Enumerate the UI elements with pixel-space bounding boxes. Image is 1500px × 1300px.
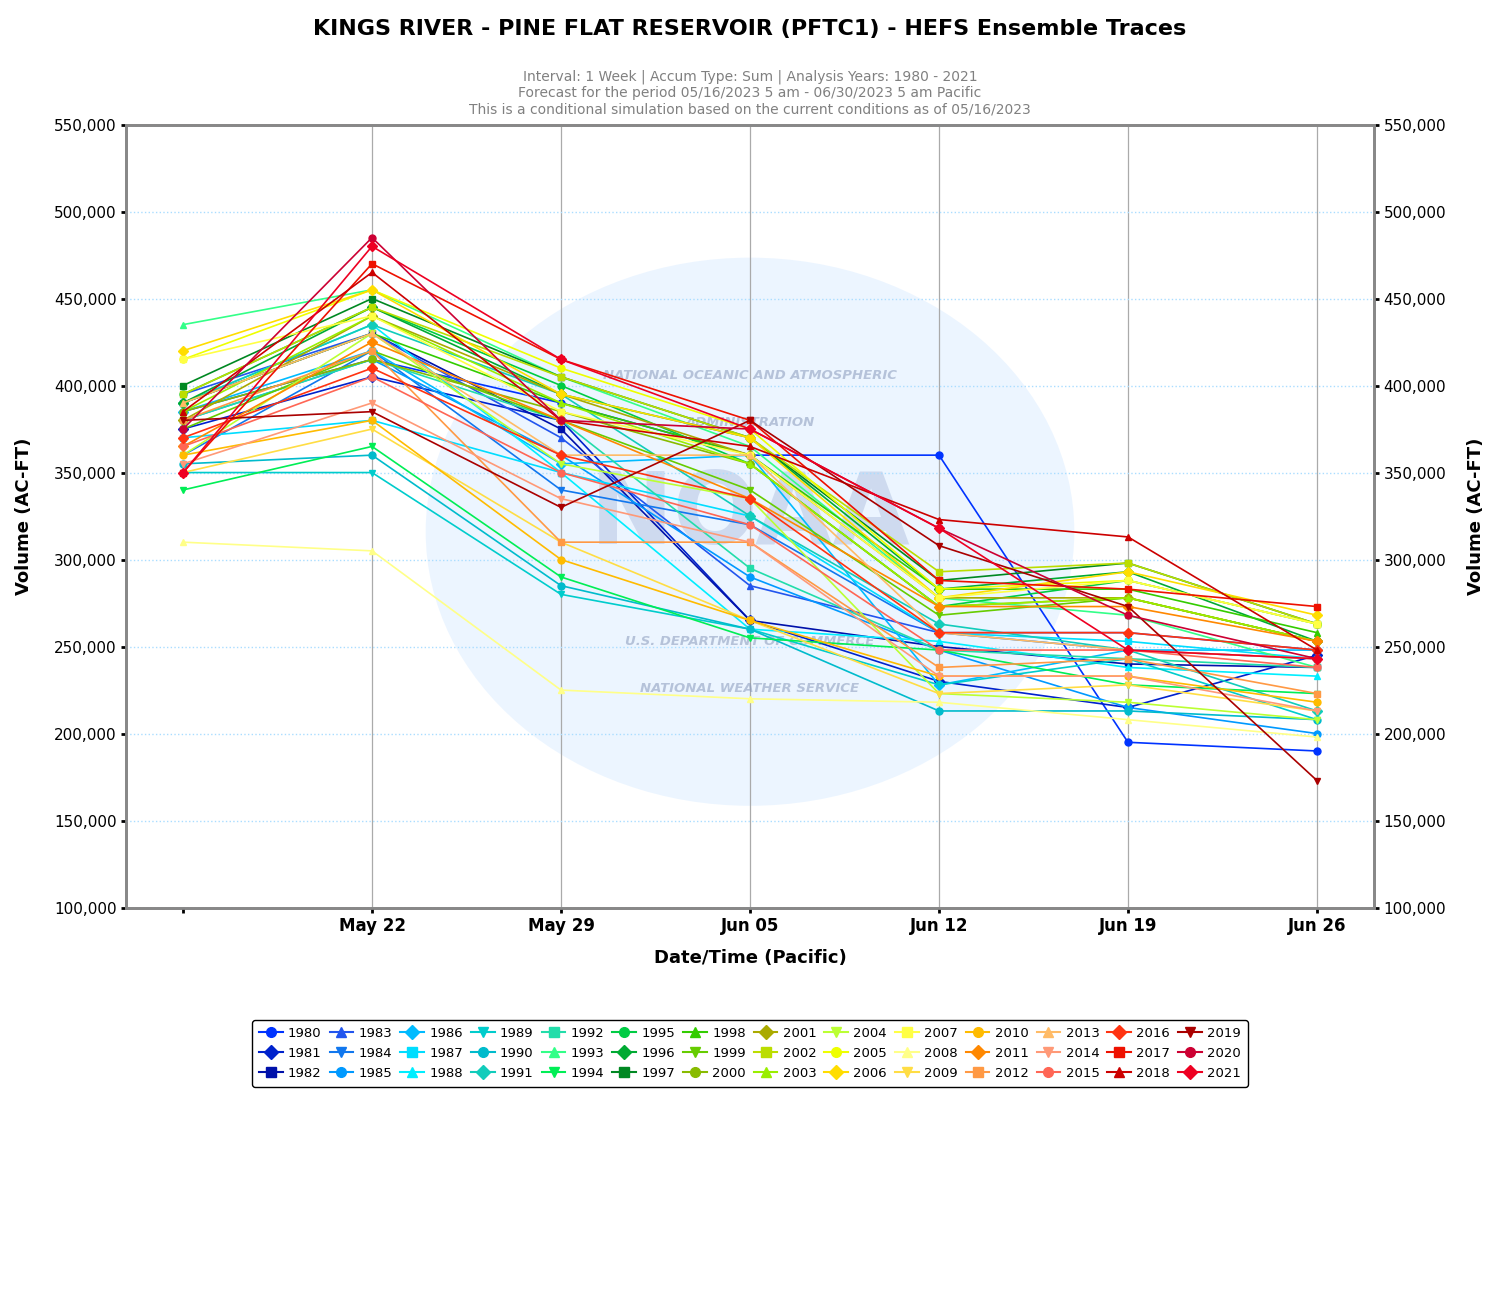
X-axis label: Date/Time (Pacific): Date/Time (Pacific) bbox=[654, 949, 846, 967]
Y-axis label: Volume (AC-FT): Volume (AC-FT) bbox=[15, 437, 33, 594]
Text: U.S. DEPARTMENT OF COMMERCE: U.S. DEPARTMENT OF COMMERCE bbox=[626, 634, 874, 647]
Text: ADMINISTRATION: ADMINISTRATION bbox=[686, 416, 814, 429]
Text: KINGS RIVER - PINE FLAT RESERVOIR (PFTC1) - HEFS Ensemble Traces: KINGS RIVER - PINE FLAT RESERVOIR (PFTC1… bbox=[314, 20, 1186, 39]
Y-axis label: Volume (AC-FT): Volume (AC-FT) bbox=[1467, 437, 1485, 594]
Title: Interval: 1 Week | Accum Type: Sum | Analysis Years: 1980 - 2021
Forecast for th: Interval: 1 Week | Accum Type: Sum | Ana… bbox=[470, 69, 1030, 117]
Ellipse shape bbox=[426, 257, 1074, 806]
Text: NATIONAL OCEANIC AND ATMOSPHERIC: NATIONAL OCEANIC AND ATMOSPHERIC bbox=[603, 369, 897, 382]
Text: NOAA: NOAA bbox=[590, 468, 910, 564]
Text: NATIONAL WEATHER SERVICE: NATIONAL WEATHER SERVICE bbox=[640, 681, 860, 694]
Legend: 1980, 1981, 1982, 1983, 1984, 1985, 1986, 1987, 1988, 1989, 1990, 1991, 1992, 19: 1980, 1981, 1982, 1983, 1984, 1985, 1986… bbox=[252, 1020, 1248, 1087]
